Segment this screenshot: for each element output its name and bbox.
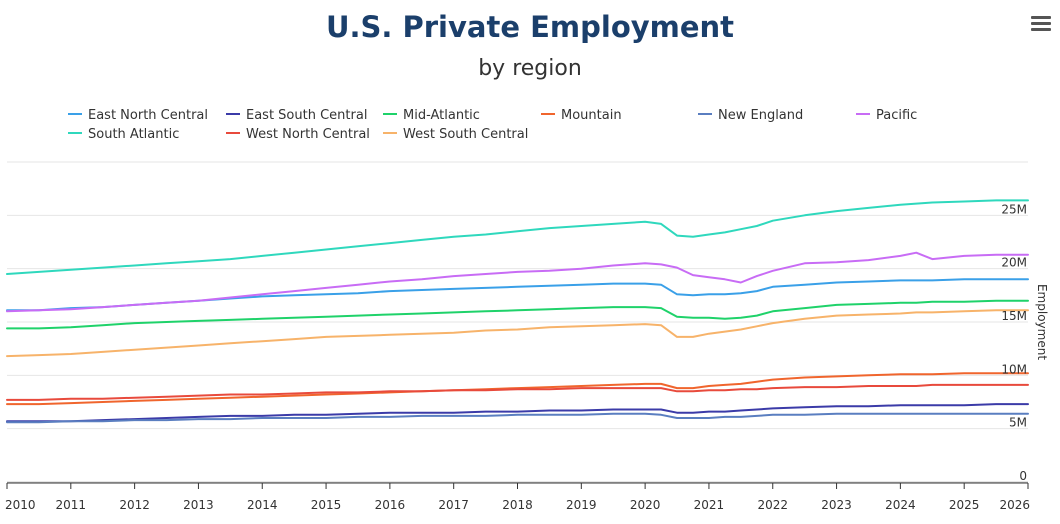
legend-item-west-south-central[interactable]: West South Central [383, 127, 528, 142]
y-tick-label: 25M [1001, 202, 1027, 216]
legend-item-west-north-central[interactable]: West North Central [226, 127, 370, 142]
y-axis-title: Employment [1035, 284, 1049, 360]
menu-bar [1031, 22, 1051, 25]
legend-item-new-england[interactable]: New England [698, 108, 803, 123]
x-tick-label: 2023 [821, 498, 852, 512]
legend-label: New England [718, 108, 804, 123]
legend-label: Mountain [561, 108, 622, 123]
legend-swatch [383, 112, 397, 115]
legend-label: West North Central [246, 127, 370, 142]
x-tick-label: 2011 [56, 498, 87, 512]
x-tick-label: 2026 [999, 498, 1030, 512]
x-tick-label: 2012 [119, 498, 150, 512]
legend-label: Pacific [876, 108, 918, 123]
legend-swatch [226, 131, 240, 134]
x-tick-label: 2024 [885, 498, 916, 512]
x-tick-label: 2018 [502, 498, 533, 512]
legend-label: East South Central [246, 108, 368, 123]
series-line-east-south-central [6, 403, 1029, 423]
hamburger-menu-icon[interactable] [1031, 16, 1051, 34]
legend-label: West South Central [403, 127, 529, 142]
x-tick-label: 2022 [757, 498, 788, 512]
y-tick-label: 5M [1009, 416, 1027, 430]
axes: 0 5M 10M 15M 20M 25M 2010 2011 2012 2013 2014 2015 2… [5, 202, 1049, 512]
series-line-mid-atlantic [6, 299, 1029, 330]
x-tick-label: 2021 [694, 498, 725, 512]
series-line-new-england [6, 412, 1029, 424]
legend-swatch [226, 112, 240, 115]
legend-swatch [68, 131, 82, 134]
legend-swatch [68, 112, 82, 115]
x-tick-label: 2025 [949, 498, 980, 512]
x-tick-label: 2020 [630, 498, 661, 512]
series-line-south-atlantic [6, 199, 1029, 275]
series-line-east-north-central [6, 278, 1029, 312]
y-tick-label: 15M [1001, 309, 1027, 323]
legend-label: South Atlantic [88, 127, 180, 142]
x-tick-label: 2019 [566, 498, 597, 512]
menu-bar [1031, 16, 1051, 19]
series-line-west-north-central [6, 383, 1029, 401]
y-tick-label: 20M [1001, 256, 1027, 270]
legend-item-east-north-central[interactable]: East North Central [68, 108, 208, 123]
x-tick-label: 2013 [183, 498, 214, 512]
grid-lines [7, 161, 1028, 483]
chart-subtitle: by region [478, 56, 582, 81]
x-tick-label: 2014 [247, 498, 278, 512]
chart-title: U.S. Private Employment [325, 10, 735, 44]
series-line-west-south-central [6, 309, 1029, 358]
legend-item-south-atlantic[interactable]: South Atlantic [68, 127, 179, 142]
legend-swatch [856, 112, 870, 115]
y-tick-label: 0 [1019, 469, 1027, 483]
legend-item-east-south-central[interactable]: East South Central [226, 108, 367, 123]
legend-item-mid-atlantic[interactable]: Mid-Atlantic [383, 108, 480, 123]
x-tick-label: 2016 [375, 498, 406, 512]
y-tick-label: 10M [1001, 362, 1027, 376]
x-tick-label: 2015 [311, 498, 342, 512]
legend-item-pacific[interactable]: Pacific [856, 108, 917, 123]
legend-swatch [698, 112, 712, 115]
legend-swatch [541, 112, 555, 115]
legend-item-mountain[interactable]: Mountain [541, 108, 622, 123]
series-layer [6, 199, 1029, 424]
x-tick-label: 2017 [438, 498, 469, 512]
x-tick-label: 2010 [5, 498, 36, 512]
menu-bar [1031, 28, 1051, 31]
series-line-pacific [6, 251, 1029, 313]
series-line-mountain [6, 372, 1029, 406]
legend-swatch [383, 131, 397, 134]
legend-label: East North Central [88, 108, 209, 123]
legend-label: Mid-Atlantic [403, 108, 480, 123]
